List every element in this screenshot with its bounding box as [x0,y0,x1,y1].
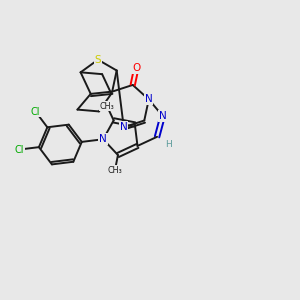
Text: N: N [145,94,153,104]
Text: N: N [159,111,167,121]
Text: CH₃: CH₃ [108,166,122,175]
Text: H: H [165,140,172,149]
Text: N: N [120,122,127,132]
Text: Cl: Cl [15,145,24,154]
Text: S: S [95,55,101,65]
Text: O: O [132,63,140,73]
Text: Cl: Cl [31,106,40,117]
Text: N: N [99,134,107,144]
Text: CH₃: CH₃ [100,102,114,111]
